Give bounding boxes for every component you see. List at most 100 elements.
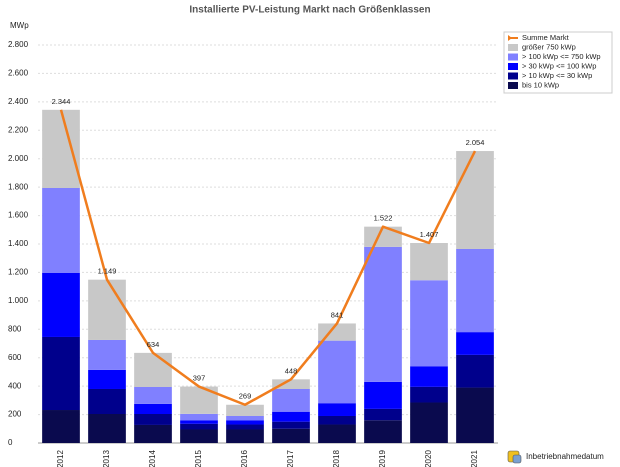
x-tick-label: 2017 <box>286 450 295 467</box>
y-tick-label: 0 <box>8 438 13 447</box>
y-tick-label: 2.000 <box>8 154 29 163</box>
bar-segment <box>134 386 172 404</box>
data-label: 1.407 <box>420 230 439 239</box>
data-label: 448 <box>285 366 298 375</box>
x-axis-icon <box>507 450 522 464</box>
x-tick-label: 2020 <box>424 450 433 467</box>
bar-segment <box>88 369 126 389</box>
bar-segment <box>364 381 402 409</box>
y-tick-label: 1.600 <box>8 211 29 220</box>
bar-segment <box>410 243 448 281</box>
data-label: 1.522 <box>374 214 393 223</box>
bar-segment <box>272 388 310 412</box>
x-tick-label: 2019 <box>378 450 387 467</box>
y-tick-label: 2.200 <box>8 125 29 134</box>
bar-segment <box>134 414 172 425</box>
bar-segment <box>134 352 172 387</box>
x-tick-label: 2015 <box>194 450 203 467</box>
y-tick-label: 200 <box>8 410 22 419</box>
legend-swatch <box>508 72 518 80</box>
bar-segment <box>456 354 494 388</box>
bar-segment <box>272 421 310 429</box>
data-label: 397 <box>193 374 206 383</box>
y-tick-label: 400 <box>8 381 22 390</box>
data-label: 841 <box>331 310 344 319</box>
bar-segment <box>364 420 402 443</box>
x-tick-label: 2014 <box>148 450 157 467</box>
bar-segment <box>318 424 356 443</box>
bar-segment <box>364 246 402 382</box>
legend-label: > 10 kWp <= 30 kWp <box>522 71 592 80</box>
bar-segment <box>272 379 310 389</box>
y-axis-label: MWp <box>10 21 29 30</box>
bar-segment <box>456 332 494 355</box>
y-tick-label: 1.200 <box>8 268 29 277</box>
legend-box <box>503 31 613 94</box>
bar-segment <box>88 279 126 340</box>
bar-segment <box>318 403 356 416</box>
bar-segment <box>272 411 310 422</box>
bar-segment <box>226 404 264 416</box>
y-tick-label: 800 <box>8 324 22 333</box>
bar-segment <box>42 410 80 443</box>
x-tick-label: 2012 <box>56 450 65 467</box>
data-label: 1.149 <box>98 267 117 276</box>
bar-segment <box>226 420 264 425</box>
legend-swatch <box>508 82 518 89</box>
bar-segment <box>456 248 494 333</box>
bar-segment <box>410 402 448 443</box>
y-tick-label: 1.800 <box>8 182 29 191</box>
bar-segment <box>456 151 494 249</box>
bar-segment <box>88 414 126 443</box>
legend-label: > 30 kWp <= 100 kWp <box>522 61 596 70</box>
bar-segment <box>88 388 126 415</box>
bar-segment <box>456 387 494 443</box>
legend-swatch <box>508 53 518 61</box>
data-label: 634 <box>147 340 160 349</box>
y-tick-label: 2.600 <box>8 69 29 78</box>
bar-segment <box>134 424 172 443</box>
bar-segment <box>42 109 80 188</box>
y-tick-label: 1.400 <box>8 239 29 248</box>
bar-segment <box>42 336 80 411</box>
bar-segment <box>180 429 218 443</box>
y-tick-label: 2.400 <box>8 97 29 106</box>
chart-title: Installierte PV-Leistung Markt nach Größ… <box>189 5 430 16</box>
bar-segment <box>410 386 448 403</box>
x-tick-label: 2016 <box>240 450 249 467</box>
legend-swatch <box>508 63 518 70</box>
legend-swatch <box>508 44 518 51</box>
bar-segment <box>226 424 264 430</box>
x-axis-label: Inbetriebnahmedatum <box>526 452 604 461</box>
line-series <box>59 109 477 407</box>
bar-segment <box>226 415 264 421</box>
data-label: 269 <box>239 392 252 401</box>
y-tick-label: 1.000 <box>8 296 29 305</box>
y-tick-label: 600 <box>8 353 22 362</box>
x-tick-label: 2021 <box>470 450 479 467</box>
bar-segment <box>364 408 402 421</box>
x-tick-label: 2018 <box>332 450 341 467</box>
bar-segment <box>42 272 80 337</box>
bar-segment <box>134 403 172 415</box>
legend-swatch-marker <box>508 35 512 41</box>
bar-segment <box>364 226 402 247</box>
bar-segment <box>318 340 356 404</box>
bar-segment <box>180 413 218 421</box>
x-tick-label: 2013 <box>102 450 111 467</box>
bar-segment <box>226 429 264 443</box>
bar-segment <box>42 187 80 273</box>
bar-segment <box>318 415 356 425</box>
bar-segment <box>180 420 218 424</box>
bar-segment <box>88 339 126 370</box>
bar-segment <box>272 428 310 443</box>
bar-segment <box>410 366 448 387</box>
legend-label: > 100 kWp <= 750 kWp <box>522 52 601 61</box>
legend-label: Summe Markt <box>522 33 570 42</box>
bar-segment <box>410 280 448 367</box>
legend-label: bis 10 kWp <box>522 80 559 89</box>
bar-segment <box>180 423 218 430</box>
y-tick-label: 2.800 <box>8 40 29 49</box>
data-label: 2.344 <box>52 97 71 106</box>
data-label: 2.054 <box>466 138 485 147</box>
